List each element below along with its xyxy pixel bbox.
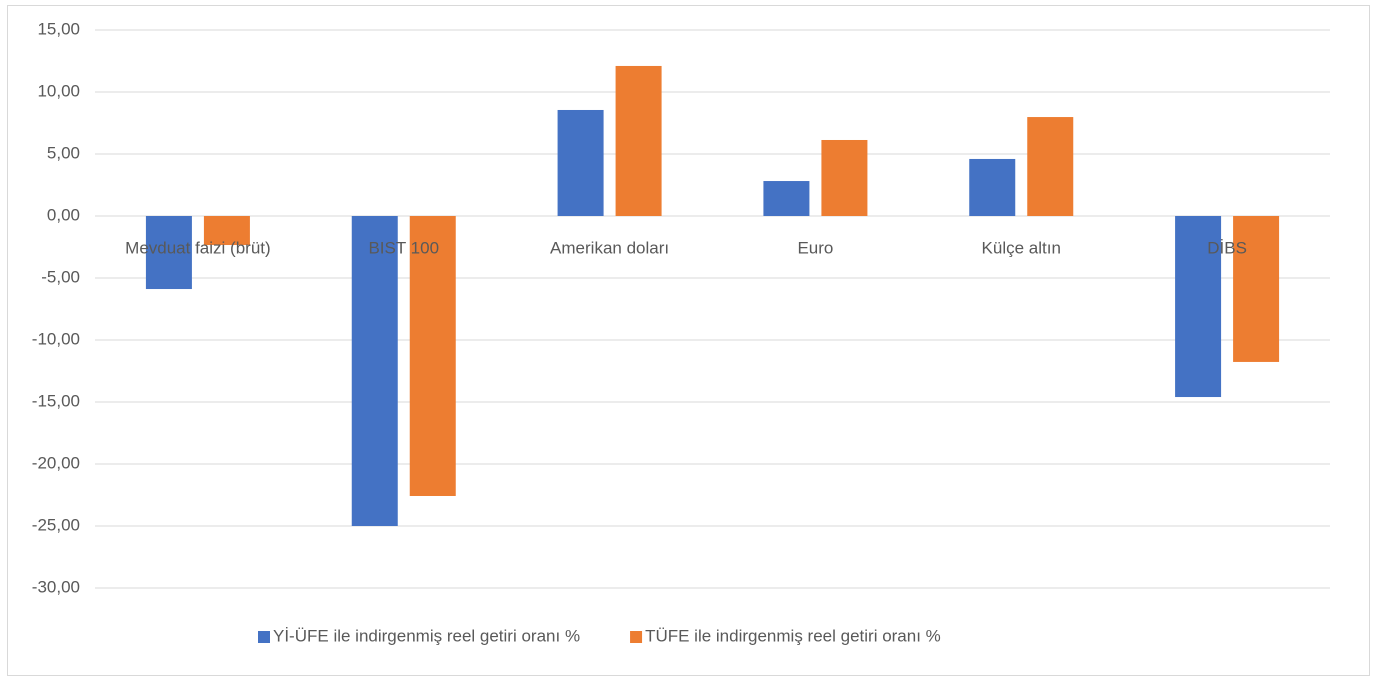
bar xyxy=(203,216,250,246)
y-tick-label: 15,00 xyxy=(37,19,80,38)
x-tick-label: Amerikan doları xyxy=(550,238,669,257)
bar xyxy=(615,65,662,217)
bar xyxy=(1233,216,1280,362)
legend-swatch xyxy=(258,631,270,643)
x-tick-label: DİBS xyxy=(1207,238,1247,257)
legend-label: TÜFE ile indirgenmiş reel getiri oranı % xyxy=(645,626,941,645)
x-tick-label: Mevduat faizi (brüt) xyxy=(125,238,271,257)
bar xyxy=(1027,117,1074,216)
y-tick-label: -15,00 xyxy=(32,391,80,410)
legend-label: Yİ-ÜFE ile indirgenmiş reel getiri oranı… xyxy=(273,626,580,645)
bar xyxy=(969,158,1016,216)
y-tick-label: -30,00 xyxy=(32,577,80,596)
x-tick-label: BIST 100 xyxy=(368,238,439,257)
bar xyxy=(409,216,456,496)
bar xyxy=(351,216,398,526)
bar xyxy=(557,109,604,216)
y-tick-label: -20,00 xyxy=(32,453,80,472)
y-tick-label: 0,00 xyxy=(47,205,80,224)
bar xyxy=(145,216,192,290)
y-tick-label: -10,00 xyxy=(32,329,80,348)
bar xyxy=(1175,216,1222,398)
bar xyxy=(763,181,810,216)
y-tick-label: -25,00 xyxy=(32,515,80,534)
bar xyxy=(821,139,868,216)
y-tick-label: 5,00 xyxy=(47,143,80,162)
y-tick-label: -5,00 xyxy=(41,267,80,286)
y-tick-label: 10,00 xyxy=(37,81,80,100)
x-tick-label: Külçe altın xyxy=(982,238,1061,257)
legend-swatch xyxy=(630,631,643,643)
x-tick-label: Euro xyxy=(797,238,833,257)
